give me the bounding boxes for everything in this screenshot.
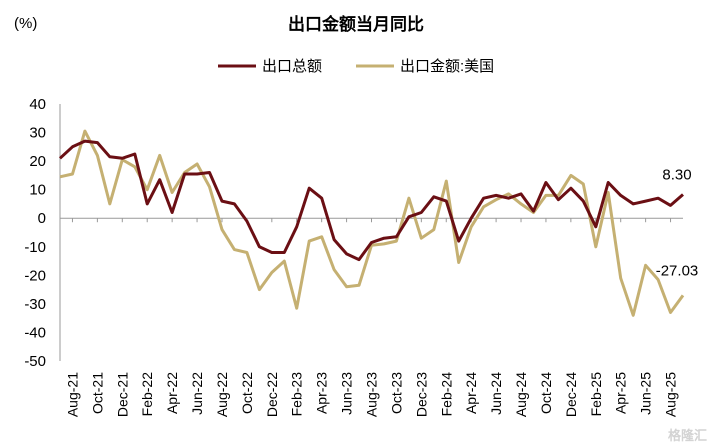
y-tick-label: -50 bbox=[24, 353, 46, 370]
x-tick-label: Oct-21 bbox=[89, 372, 105, 414]
series-layer bbox=[58, 129, 685, 317]
legend-label-total: 出口总额 bbox=[262, 58, 322, 75]
legend-label-us: 出口金额:美国 bbox=[400, 58, 494, 75]
watermark: 格隆汇 bbox=[668, 428, 707, 443]
x-tick-label: Apr-25 bbox=[613, 372, 629, 414]
x-tick-label: Dec-21 bbox=[114, 372, 130, 417]
x-tick-label: Feb-22 bbox=[139, 372, 155, 417]
series-line-1 bbox=[59, 129, 685, 317]
chart-title: 出口金额当月同比 bbox=[288, 14, 424, 34]
legend: 出口总额 出口金额:美国 bbox=[218, 58, 494, 75]
unit-label: (%) bbox=[14, 15, 37, 32]
x-tick-label: Jun-25 bbox=[638, 372, 654, 415]
x-tick-label: Apr-22 bbox=[164, 372, 180, 414]
x-tick-label: Aug-24 bbox=[513, 372, 529, 417]
x-tick-label: Aug-25 bbox=[663, 372, 679, 417]
x-tick-label: Oct-22 bbox=[239, 372, 255, 414]
x-tick-label: Aug-23 bbox=[364, 372, 380, 417]
x-tick-label: Feb-23 bbox=[289, 372, 305, 417]
end-labels: 8.30 -27.03 bbox=[656, 167, 699, 280]
x-tick-label: Oct-23 bbox=[388, 372, 404, 414]
y-tick-label: 10 bbox=[29, 182, 46, 199]
y-tick-label: 30 bbox=[29, 125, 46, 142]
y-tick-label: -20 bbox=[24, 267, 46, 284]
y-tick-label: 40 bbox=[29, 96, 46, 113]
x-tick-label: Dec-22 bbox=[264, 372, 280, 417]
y-axis: 40 30 20 10 0 -10 -20 -30 -40 -50 bbox=[24, 96, 61, 370]
x-tick-label: Feb-25 bbox=[588, 372, 604, 417]
x-tick-label: Jun-24 bbox=[488, 372, 504, 415]
series-line-0 bbox=[58, 139, 684, 262]
x-tick-label: Jun-23 bbox=[339, 372, 355, 415]
y-tick-label: -10 bbox=[24, 239, 46, 256]
end-label-total: 8.30 bbox=[662, 167, 691, 184]
y-tick-label: 20 bbox=[29, 153, 46, 170]
y-tick-label: -30 bbox=[24, 296, 46, 313]
end-label-us: -27.03 bbox=[656, 262, 699, 279]
x-tick-label: Dec-23 bbox=[413, 372, 429, 417]
x-tick-label: Aug-21 bbox=[64, 372, 80, 417]
x-tick-label: Jun-22 bbox=[189, 372, 205, 415]
x-tick-label: Aug-22 bbox=[214, 372, 230, 417]
x-tick-label: Apr-24 bbox=[463, 372, 479, 414]
y-tick-label: 0 bbox=[38, 210, 46, 227]
x-tick-label: Feb-24 bbox=[438, 372, 454, 417]
x-axis: Aug-21 Oct-21 Dec-21 Feb-22 Apr-22 Jun-22 Aug-… bbox=[60, 217, 683, 417]
x-tick-label: Apr-23 bbox=[314, 372, 330, 414]
x-tick-label: Dec-24 bbox=[563, 372, 579, 417]
y-tick-label: -40 bbox=[24, 324, 46, 341]
x-tick-label: Oct-24 bbox=[538, 372, 554, 414]
